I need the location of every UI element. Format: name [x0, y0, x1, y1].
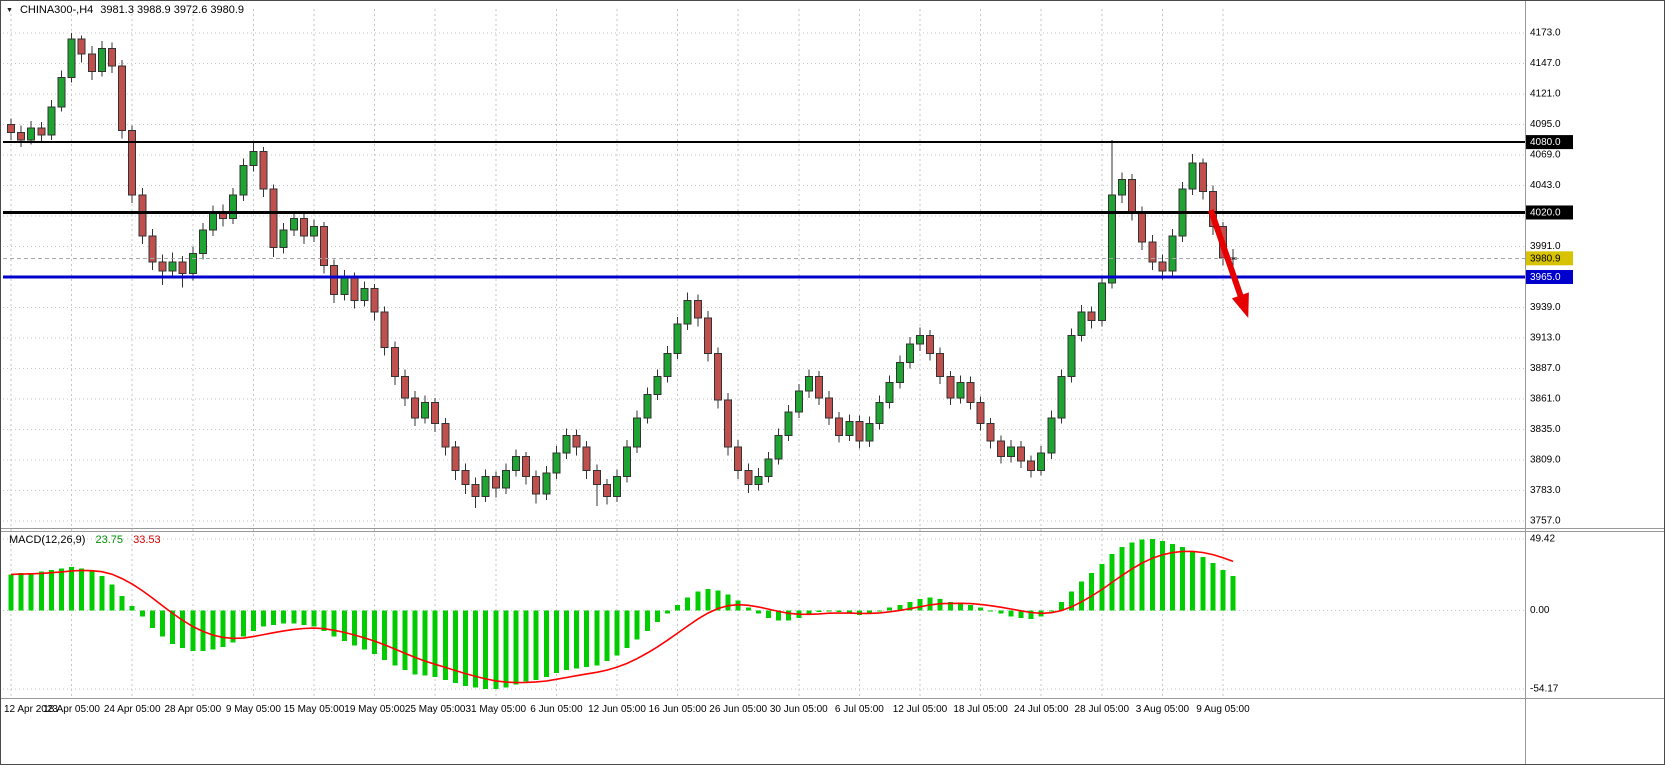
macd-name: MACD(12,26,9): [9, 534, 86, 546]
price-axis[interactable]: 4173.04147.04121.04095.04069.04043.04017…: [1530, 28, 1561, 695]
svg-text:3939.0: 3939.0: [1530, 302, 1561, 313]
svg-text:3980.9: 3980.9: [1530, 253, 1561, 264]
svg-text:6 Jul 05:00: 6 Jul 05:00: [835, 704, 884, 715]
svg-text:18 Apr 05:00: 18 Apr 05:00: [43, 704, 100, 715]
svg-text:3809.0: 3809.0: [1530, 455, 1561, 466]
svg-text:25 May 05:00: 25 May 05:00: [405, 704, 466, 715]
svg-text:4020.0: 4020.0: [1530, 208, 1561, 219]
svg-text:49.42: 49.42: [1530, 534, 1555, 545]
grid-layer: [3, 9, 1525, 696]
svg-text:3757.0: 3757.0: [1530, 516, 1561, 527]
svg-text:3913.0: 3913.0: [1530, 333, 1561, 344]
trend-arrow-annotation[interactable]: [1208, 209, 1249, 319]
svg-text:30 Jun 05:00: 30 Jun 05:00: [770, 704, 828, 715]
svg-text:3835.0: 3835.0: [1530, 424, 1561, 435]
macd-current-signal: 33.53: [133, 534, 161, 546]
svg-text:3887.0: 3887.0: [1530, 363, 1561, 374]
svg-text:31 May 05:00: 31 May 05:00: [465, 704, 526, 715]
svg-text:3861.0: 3861.0: [1530, 394, 1561, 405]
svg-text:6 Jun 05:00: 6 Jun 05:00: [530, 704, 583, 715]
axis-price-label-bid-price-line: 3980.9: [1526, 251, 1573, 266]
axis-price-label-resistance-4020: 4020.0: [1526, 205, 1573, 220]
svg-text:26 Jun 05:00: 26 Jun 05:00: [709, 704, 767, 715]
svg-text:4043.0: 4043.0: [1530, 180, 1561, 191]
svg-text:28 Jul 05:00: 28 Jul 05:00: [1075, 704, 1130, 715]
svg-text:4069.0: 4069.0: [1530, 150, 1561, 161]
axis-price-label-resistance-4080: 4080.0: [1526, 135, 1573, 150]
ohlc-values: 3981.3 3988.9 3972.6 3980.9: [100, 4, 245, 16]
candlestick-series: [7, 33, 1238, 509]
svg-text:3783.0: 3783.0: [1530, 485, 1561, 496]
svg-text:18 Jul 05:00: 18 Jul 05:00: [953, 704, 1008, 715]
svg-text:4147.0: 4147.0: [1530, 58, 1561, 69]
svg-text:3 Aug 05:00: 3 Aug 05:00: [1136, 704, 1190, 715]
axis-price-label-support-3965: 3965.0: [1526, 270, 1573, 284]
chart-header: ▼ CHINA300-,H4 3981.3 3988.9 3972.6 3980…: [6, 4, 244, 16]
svg-text:12 Apr 2023: 12 Apr 2023: [4, 704, 58, 715]
svg-text:9 Aug 05:00: 9 Aug 05:00: [1196, 704, 1250, 715]
svg-text:-54.17: -54.17: [1530, 684, 1559, 695]
svg-text:3991.0: 3991.0: [1530, 241, 1561, 252]
svg-text:24 Jul 05:00: 24 Jul 05:00: [1014, 704, 1069, 715]
symbol-period-label: CHINA300-,H4: [19, 4, 94, 16]
symbol-dropdown-icon[interactable]: ▼: [6, 6, 13, 14]
svg-text:12 Jul 05:00: 12 Jul 05:00: [893, 704, 948, 715]
svg-text:24 Apr 05:00: 24 Apr 05:00: [104, 704, 161, 715]
svg-text:4173.0: 4173.0: [1530, 28, 1561, 39]
svg-text:0.00: 0.00: [1530, 605, 1550, 616]
macd-indicator-label: MACD(12,26,9) 23.75 33.53: [9, 534, 161, 546]
svg-text:16 Jun 05:00: 16 Jun 05:00: [649, 704, 707, 715]
svg-text:9 May 05:00: 9 May 05:00: [226, 704, 281, 715]
svg-text:12 Jun 05:00: 12 Jun 05:00: [588, 704, 646, 715]
svg-text:3965.0: 3965.0: [1530, 272, 1561, 283]
macd-histogram: [8, 539, 1236, 689]
svg-text:4095.0: 4095.0: [1530, 119, 1561, 130]
svg-text:19 May 05:00: 19 May 05:00: [344, 704, 405, 715]
svg-text:4080.0: 4080.0: [1530, 137, 1561, 148]
macd-current-value: 23.75: [95, 534, 124, 546]
svg-text:4121.0: 4121.0: [1530, 89, 1561, 100]
svg-text:28 Apr 05:00: 28 Apr 05:00: [164, 704, 221, 715]
macd-signal-line[interactable]: [10, 550, 1234, 684]
svg-text:15 May 05:00: 15 May 05:00: [284, 704, 345, 715]
